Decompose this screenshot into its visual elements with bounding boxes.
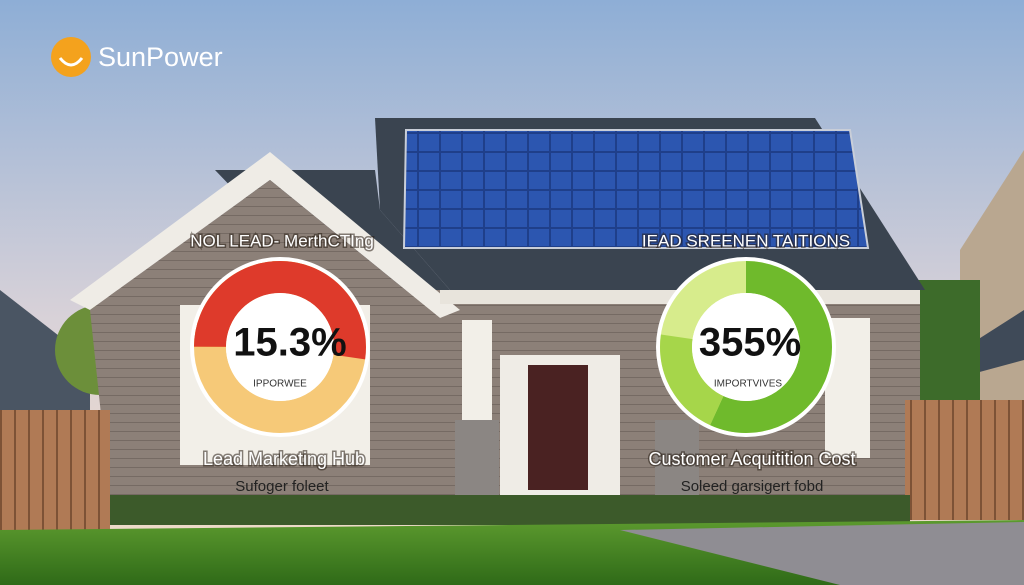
panel-caption: Lead Marketing Hub	[203, 449, 365, 469]
logo-icon	[51, 37, 91, 77]
gauge-ring	[660, 261, 832, 433]
panel-value: 355%	[699, 321, 801, 365]
panel-heading: IEAD SREENEN TAITIONS	[642, 231, 850, 250]
panel-sublabel: IPPORWEE	[253, 379, 307, 390]
column	[462, 320, 492, 420]
door	[528, 365, 588, 490]
neighbor-roof	[0, 290, 90, 420]
panel-subcaption: Soleed garsigert fobd	[681, 478, 824, 495]
column-base	[455, 420, 499, 495]
panel-heading: NOL LEAD- MerthCTIng	[190, 231, 374, 250]
panel-value: 15.3%	[233, 321, 346, 365]
panel-subcaption: Sufoger foleet	[235, 478, 329, 495]
driveway	[620, 522, 1024, 585]
gauge	[190, 257, 370, 437]
logo-smile	[58, 57, 84, 67]
panel-caption: Customer Acquitition Cost	[648, 449, 855, 469]
column-base	[655, 420, 699, 495]
gauge-center	[226, 293, 334, 401]
solar-panel	[402, 129, 870, 249]
shrubs	[110, 495, 910, 525]
panel-sublabel: IMPORTVIVES	[714, 379, 782, 390]
gauge-ring	[660, 261, 832, 433]
gauge	[656, 257, 836, 437]
gauge-center	[692, 293, 800, 401]
logo-text: SunPower	[98, 42, 223, 72]
gable-trim	[70, 152, 460, 318]
gauge-ring	[194, 261, 366, 433]
fence	[0, 410, 110, 530]
fence	[905, 400, 1024, 520]
